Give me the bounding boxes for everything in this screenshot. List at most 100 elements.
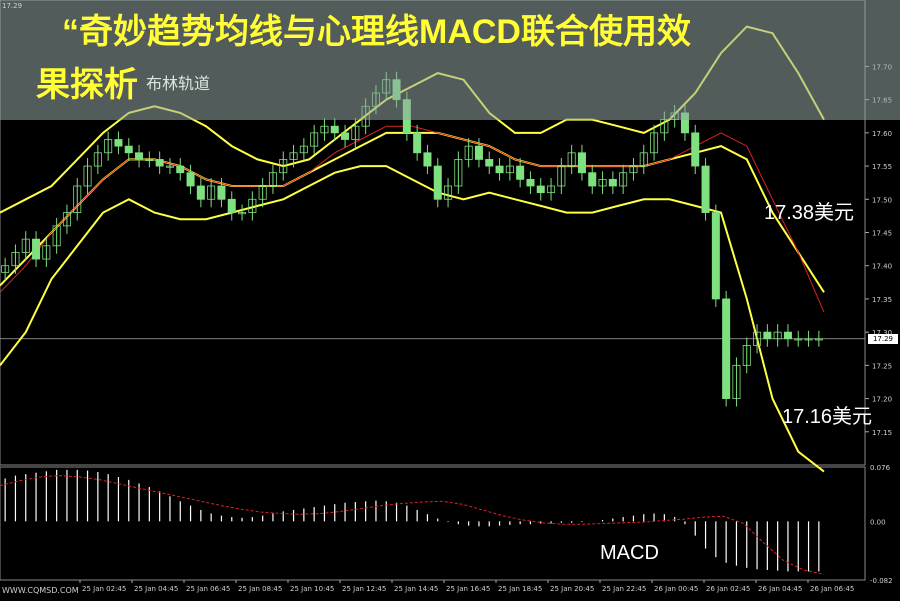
candle: [73, 178, 82, 221]
candle: [207, 178, 216, 208]
candle-body: [423, 152, 432, 167]
title-banner: [0, 0, 900, 120]
price-tick-label: 17.50: [872, 196, 892, 204]
time-tick-label: 25 Jan 18:45: [498, 585, 542, 593]
candle: [516, 158, 525, 188]
candle-body: [577, 152, 586, 174]
watermark: WWW.CQMSD.COM: [2, 586, 79, 595]
candle-body: [52, 225, 61, 247]
candles: [1, 71, 823, 407]
candle: [433, 158, 442, 208]
candle: [268, 164, 277, 194]
candle-body: [104, 139, 113, 154]
candle: [299, 138, 308, 161]
time-tick-label: 26 Jan 02:45: [706, 585, 750, 593]
candle: [639, 144, 648, 175]
candle-body: [629, 165, 638, 174]
time-tick-label: 26 Jan 00:45: [654, 585, 698, 593]
candle-body: [454, 159, 463, 187]
axes: 17.7017.6517.6017.5517.5017.4517.4017.35…: [79, 63, 893, 593]
candle-body: [135, 152, 144, 160]
candle: [588, 164, 597, 194]
candle: [794, 330, 803, 347]
candle: [310, 124, 319, 155]
candle: [619, 164, 628, 194]
time-tick-label: 26 Jan 06:45: [810, 585, 854, 593]
candle-body: [124, 145, 133, 154]
candle: [320, 118, 329, 141]
candle: [341, 124, 350, 148]
time-tick-label: 25 Jan 04:45: [134, 585, 178, 593]
candle-body: [227, 198, 236, 213]
candle-body: [207, 185, 216, 200]
time-tick-label: 25 Jan 10:45: [290, 585, 334, 593]
candle: [783, 324, 792, 347]
candle: [258, 178, 267, 208]
candle-body: [279, 159, 288, 174]
candle-body: [42, 245, 51, 260]
candle: [217, 178, 226, 208]
candle: [114, 131, 123, 155]
band-line: [0, 131, 825, 293]
candle: [804, 330, 813, 347]
candle-body: [196, 185, 205, 200]
candle: [423, 144, 432, 175]
candle: [186, 164, 195, 194]
candle-body: [598, 178, 607, 187]
time-tick-label: 25 Jan 02:45: [82, 585, 126, 593]
candle: [742, 337, 751, 374]
candle-body: [444, 185, 453, 200]
candle-body: [330, 125, 339, 134]
price-tick-label: 17.55: [872, 163, 892, 171]
title-line-1: “奇妙趋势均线与心理线MACD联合使用效: [62, 13, 691, 51]
candle-body: [145, 159, 154, 162]
candle: [814, 330, 823, 347]
candle-body: [547, 185, 556, 194]
price-tick-label: 17.20: [872, 396, 892, 404]
candle-body: [588, 172, 597, 187]
candle: [536, 178, 545, 201]
candle: [165, 158, 174, 175]
macd-tick-label: 0.00: [870, 518, 886, 526]
macd-signal-line: [0, 475, 825, 575]
candle-body: [763, 331, 772, 340]
annotation-lower: 17.16美元: [782, 406, 873, 428]
candle: [289, 144, 298, 168]
candle: [227, 191, 236, 221]
candle: [176, 158, 185, 181]
price-tick-label: 17.25: [872, 362, 892, 370]
candle: [11, 244, 20, 274]
candle: [83, 158, 92, 194]
candle-body: [289, 152, 298, 160]
candle-body: [93, 152, 102, 167]
candle-body: [268, 172, 277, 187]
candle-body: [794, 338, 803, 341]
candle: [650, 124, 659, 161]
price-tick-label: 17.15: [872, 429, 892, 437]
candle-body: [804, 338, 813, 341]
price-tick-label: 17.45: [872, 230, 892, 238]
band-line: [0, 125, 825, 313]
candle-body: [464, 145, 473, 160]
candle-body: [691, 132, 700, 167]
candle-body: [783, 331, 792, 340]
price-tick-label: 17.60: [872, 130, 892, 138]
candle-body: [176, 165, 185, 174]
candle-body: [217, 185, 226, 200]
candle: [608, 171, 617, 194]
candle-body: [485, 159, 494, 167]
current-price-tag: 17.29: [868, 334, 898, 344]
candle: [32, 231, 41, 268]
candle-body: [351, 125, 360, 140]
candle-body: [557, 165, 566, 187]
candle: [52, 217, 61, 254]
candle: [1, 257, 10, 281]
candle-body: [701, 165, 710, 213]
candle: [62, 204, 71, 234]
candle: [155, 151, 164, 175]
price-tick-label: 17.35: [872, 296, 892, 304]
candle: [495, 158, 504, 181]
candle: [42, 237, 51, 268]
candle: [124, 138, 133, 161]
candle: [629, 158, 638, 181]
